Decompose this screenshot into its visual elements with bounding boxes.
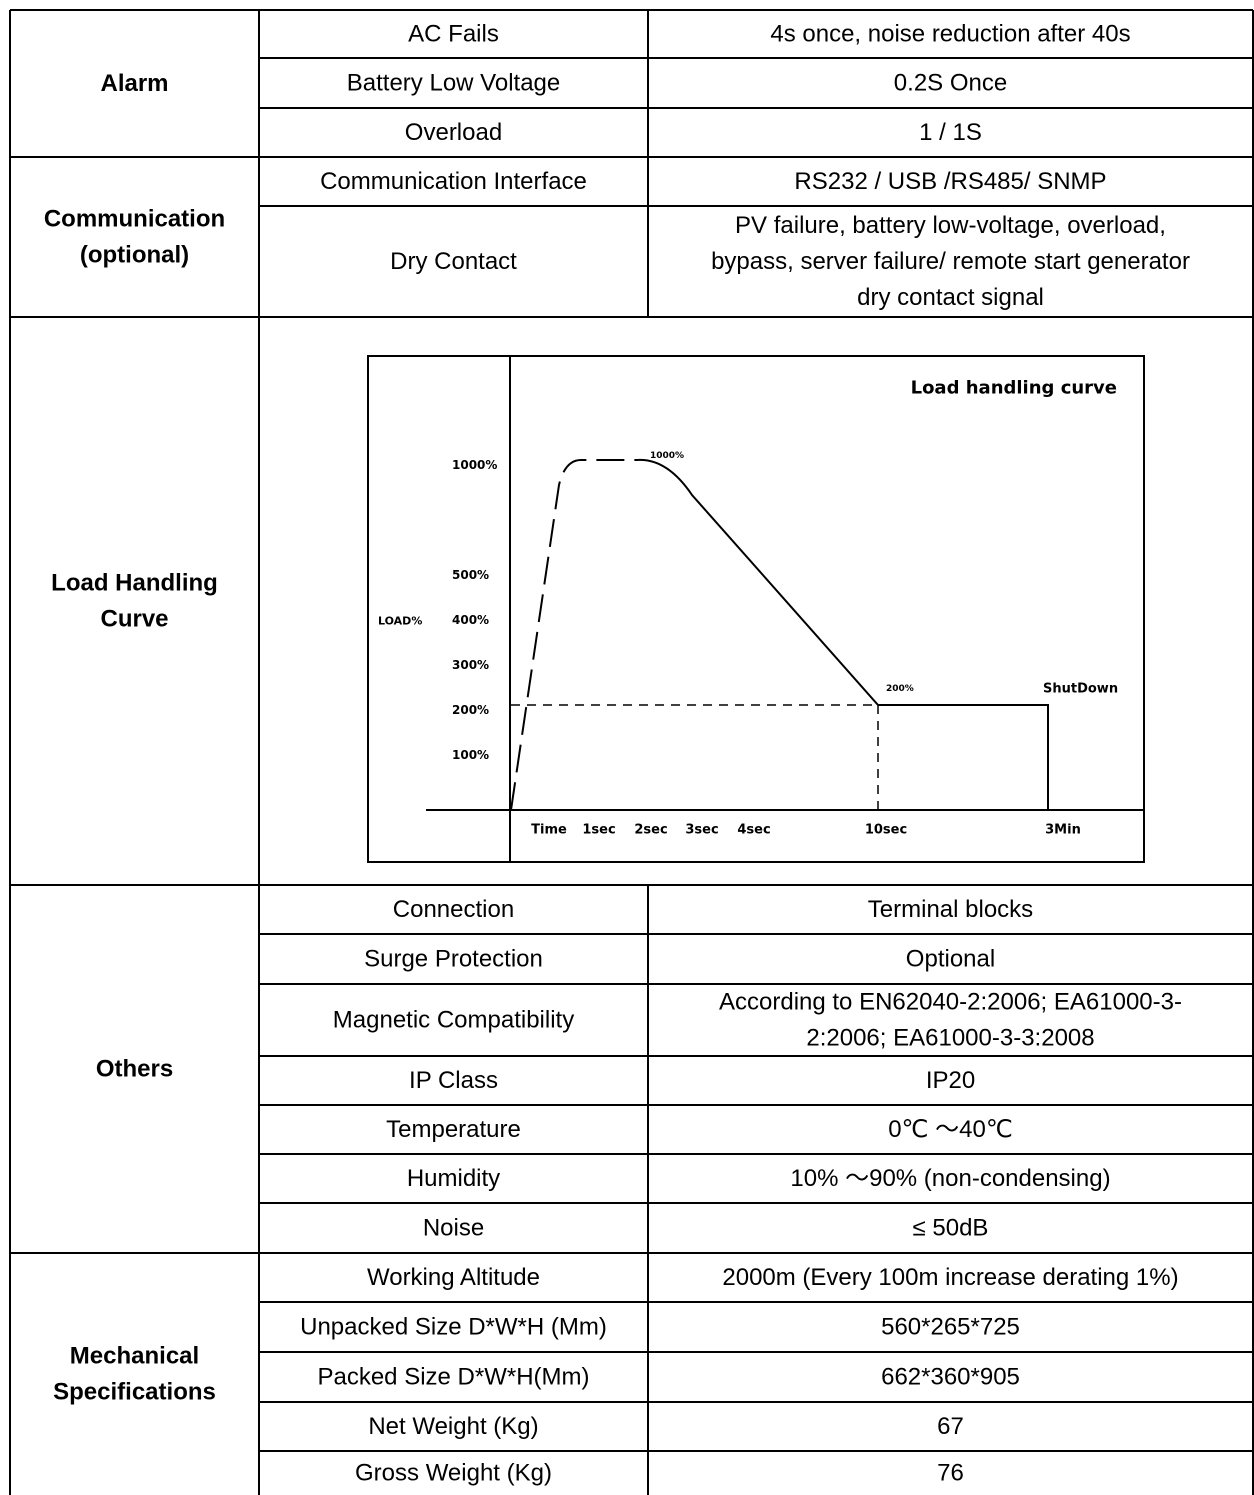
x-tick-label: 2sec: [634, 823, 667, 838]
row-label: Connection: [393, 896, 514, 923]
row-label: Noise: [423, 1215, 484, 1242]
row-label: Gross Weight (Kg): [355, 1460, 552, 1487]
row-value: 0℃ ～40℃: [888, 1116, 1013, 1143]
row-label: Packed Size D*W*H(Mm): [317, 1364, 589, 1391]
x-tick-label: 3sec: [685, 823, 718, 838]
x-tick-label: 10sec: [865, 823, 907, 838]
x-tick-label: 4sec: [737, 823, 770, 838]
y-tick-label: 300%: [452, 658, 489, 672]
row-value: 662*360*905: [881, 1364, 1020, 1391]
row-label: AC Fails: [408, 21, 499, 48]
row-label: IP Class: [409, 1067, 498, 1094]
category-label: Load Handling: [51, 570, 218, 597]
row-value: ≤ 50dB: [913, 1215, 989, 1242]
row-label: Dry Contact: [390, 248, 517, 275]
category-label: (optional): [80, 242, 189, 269]
row-value: 76: [937, 1460, 964, 1487]
series-dashed-ramp: [510, 459, 637, 811]
row-value: PV failure, battery low-voltage, overloa…: [735, 212, 1166, 239]
y-tick-label: 400%: [452, 613, 489, 627]
row-label: Net Weight (Kg): [368, 1413, 538, 1440]
category-label: Mechanical: [70, 1343, 199, 1370]
category-label: Others: [96, 1056, 173, 1083]
row-value: 0.2S Once: [894, 70, 1007, 97]
chart-annotation: ShutDown: [1043, 682, 1118, 697]
row-value: 2000m (Every 100m increase derating 1%): [722, 1264, 1178, 1291]
row-value: dry contact signal: [857, 284, 1044, 311]
chart-annotation: 1000%: [650, 451, 684, 461]
row-value: 1 / 1S: [919, 119, 982, 146]
y-tick-label: 500%: [452, 568, 489, 582]
row-label: Communication Interface: [320, 168, 587, 195]
chart-title: Load handling curve: [911, 378, 1117, 399]
y-tick-label: 200%: [452, 703, 489, 717]
category-label: Communication: [44, 206, 225, 233]
category-label: Alarm: [100, 70, 168, 97]
row-label: Magnetic Compatibility: [333, 1007, 574, 1034]
category-label: Specifications: [53, 1379, 216, 1406]
row-label: Working Altitude: [367, 1264, 540, 1291]
row-label: Surge Protection: [364, 946, 543, 973]
row-value: According to EN62040-2:2006; EA61000-3-: [719, 989, 1182, 1016]
row-value: IP20: [926, 1067, 975, 1094]
y-tick-label: 100%: [452, 748, 489, 762]
chart-annotation: 200%: [886, 684, 914, 694]
x-tick-label: Time: [531, 823, 567, 838]
y-tick-label: 1000%: [452, 458, 497, 472]
x-tick-label: 3Min: [1045, 823, 1081, 838]
row-value: 10% ～90% (non-condensing): [790, 1165, 1110, 1192]
row-value: Terminal blocks: [868, 896, 1033, 923]
series-solid-curve: [636, 458, 1049, 810]
y-axis-label: LOAD%: [378, 615, 422, 628]
x-tick-label: 1sec: [582, 823, 615, 838]
chart-frame: [367, 355, 1145, 863]
row-label: Temperature: [386, 1116, 521, 1143]
row-label: Unpacked Size D*W*H (Mm): [300, 1314, 607, 1341]
row-value: 560*265*725: [881, 1314, 1020, 1341]
load-handling-chart: Load handling curve LOAD% 100% 200% 300% 400%…: [367, 355, 1145, 863]
row-value: Optional: [906, 946, 995, 973]
row-value: 4s once, noise reduction after 40s: [770, 21, 1130, 48]
category-label: Curve: [100, 606, 168, 633]
row-value: 67: [937, 1413, 964, 1440]
row-label: Overload: [405, 119, 502, 146]
row-value: 2:2006; EA61000-3-3:2008: [806, 1025, 1094, 1052]
row-value: bypass, server failure/ remote start gen…: [711, 248, 1190, 275]
row-label: Battery Low Voltage: [347, 70, 560, 97]
row-value: RS232 / USB /RS485/ SNMP: [794, 168, 1106, 195]
row-label: Humidity: [407, 1165, 500, 1192]
